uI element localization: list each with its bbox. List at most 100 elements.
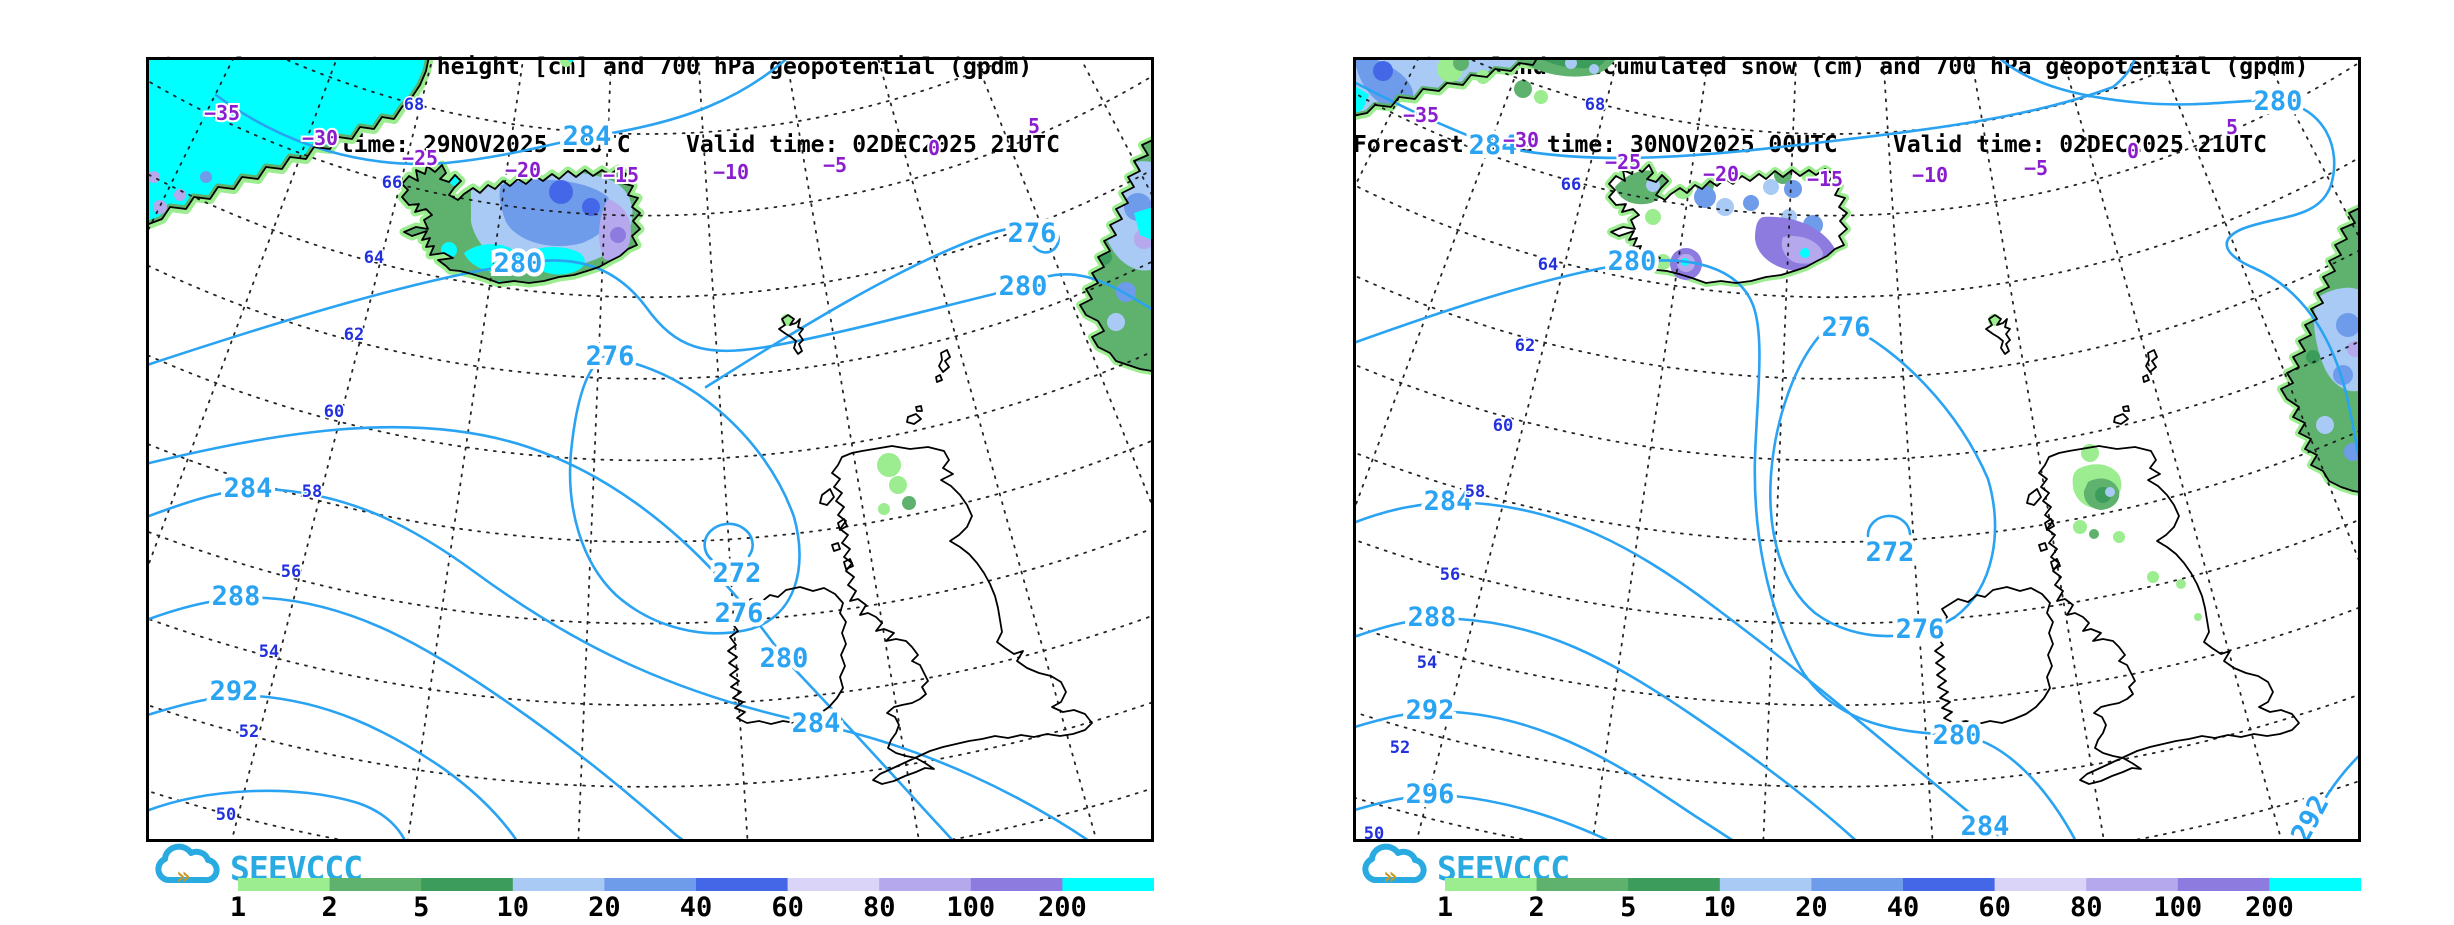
latitude-label: 58 — [1465, 482, 1485, 502]
contour-label: 292 — [210, 676, 259, 707]
longitude-label: −10 — [1912, 163, 1948, 187]
legend-swatch — [2269, 878, 2361, 891]
graticule — [146, 57, 1154, 842]
longitude-label: −5 — [2024, 156, 2048, 180]
map-labels: 284 280 276 280 276 272 276 280 284 288 292 284 −35 −… — [202, 94, 1060, 827]
latitude-label: 58 — [302, 482, 322, 502]
longitude-label: −20 — [1703, 162, 1739, 186]
contour-label: 276 — [715, 598, 764, 629]
contour-label: 276 — [1008, 218, 1057, 249]
latitude-label: 50 — [1364, 824, 1384, 842]
contour-label: 296 — [1406, 779, 1455, 810]
legend-swatch — [421, 878, 514, 891]
contour-label: 272 — [1866, 537, 1915, 568]
contour-label: 284 — [1961, 811, 2010, 842]
legend-swatch — [329, 878, 422, 891]
longitude-label: −35 — [204, 101, 240, 125]
contour-label: 284 — [563, 121, 612, 152]
graticule — [1353, 57, 2361, 842]
contour-label: 284 — [1424, 486, 1473, 517]
legend-value: 40 — [1887, 892, 1920, 922]
contour-label: 284 — [792, 708, 841, 739]
legend-swatch — [696, 878, 789, 891]
longitude-label: −20 — [505, 158, 541, 182]
legend-value: 10 — [1704, 892, 1737, 922]
legend-swatch — [1994, 878, 2087, 891]
legend-value: 80 — [863, 892, 896, 922]
longitude-label: −10 — [713, 160, 749, 184]
legend-swatch — [879, 878, 972, 891]
latitude-label: 54 — [259, 642, 279, 662]
map-labels: 284 280 280 276 272 276 280 284 288 292 296 284 292 −… — [1362, 82, 2339, 842]
contour-label: 292 — [2285, 790, 2335, 842]
dream8-map-canvas: 284 280 280 276 272 276 280 284 288 292 296 284 292 −… — [1353, 57, 2361, 842]
contour-label: 284 — [1469, 130, 1518, 161]
panel-ecmwf: ECMWF forecast: Snow height [cm] and 700… — [146, 0, 1154, 925]
legend-value: 10 — [497, 892, 530, 922]
longitude-label: −5 — [823, 153, 847, 177]
legend-value: 100 — [2153, 892, 2202, 922]
latitude-label: 56 — [1440, 565, 1460, 585]
latitude-label: 60 — [1493, 416, 1513, 436]
legend-value: 20 — [1795, 892, 1828, 922]
geopotential-contours — [146, 57, 1154, 842]
coastlines — [146, 57, 1154, 785]
longitude-label: −35 — [1403, 103, 1439, 127]
latitude-label: 62 — [344, 325, 364, 345]
legend-swatch — [604, 878, 697, 891]
contour-label: 272 — [713, 558, 762, 589]
latitude-label: 54 — [1417, 653, 1437, 673]
longitude-label: −15 — [1807, 167, 1843, 191]
legend-value: 5 — [1620, 892, 1636, 922]
contour-label: 276 — [1822, 312, 1871, 343]
latitude-label: 66 — [382, 173, 402, 193]
contour-label: 280 — [1933, 720, 1982, 751]
longitude-label: −25 — [402, 146, 438, 170]
contour-label: 276 — [586, 341, 635, 372]
legend-value: 100 — [946, 892, 995, 922]
map-frame — [1353, 57, 2361, 842]
legend-value: 200 — [1038, 892, 1087, 922]
legend-swatch — [1903, 878, 1996, 891]
legend-swatch — [2177, 878, 2270, 891]
longitude-label: 0 — [928, 136, 940, 160]
latitude-label: 68 — [1585, 95, 1605, 115]
contour-label: 280 — [1608, 246, 1657, 277]
legend-swatch — [970, 878, 1063, 891]
legend-value: 2 — [321, 892, 337, 922]
latitude-label: 64 — [364, 248, 384, 268]
latitude-label: 60 — [324, 402, 344, 422]
snow-colorbar: 1 2 5 10 20 40 60 80 100 200 — [1437, 878, 2361, 922]
legend-value: 200 — [2245, 892, 2294, 922]
map-frame — [146, 57, 1154, 842]
panel-title-line2: Forecast base time: 30NOV2025 00UTC Vali… — [1353, 132, 2267, 158]
contour-label: 280 — [494, 248, 543, 279]
coastlines — [1353, 57, 2361, 785]
cloud-icon — [1362, 843, 1427, 884]
chevron-icon: » — [1383, 862, 1397, 890]
contour-label: 280 — [999, 271, 1048, 302]
legend-value: 20 — [588, 892, 621, 922]
legend-swatch — [1719, 878, 1812, 891]
latitude-label: 52 — [239, 722, 259, 742]
latitude-label: 66 — [1561, 175, 1581, 195]
legend-value: 1 — [1437, 892, 1453, 922]
longitude-label: 0 — [2127, 139, 2139, 163]
longitude-label: −30 — [302, 126, 338, 150]
legend-swatch — [1628, 878, 1721, 891]
cloud-icon — [155, 843, 220, 884]
latitude-label: 68 — [404, 95, 424, 115]
contour-label: 280 — [760, 643, 809, 674]
legend-value: 60 — [1978, 892, 2011, 922]
contour-label: 288 — [1408, 602, 1457, 633]
legend-swatch — [787, 878, 880, 891]
longitude-label: 5 — [1028, 114, 1040, 138]
panel-dream8: DREAM8−Iceland: Accumulated snow (cm) an… — [1353, 0, 2361, 925]
legend-value: 1 — [230, 892, 246, 922]
legend-swatch — [238, 878, 331, 891]
contour-label: 276 — [1896, 614, 1945, 645]
geopotential-contours — [1353, 57, 2361, 842]
latitude-label: 50 — [216, 805, 236, 825]
legend-value: 5 — [413, 892, 429, 922]
